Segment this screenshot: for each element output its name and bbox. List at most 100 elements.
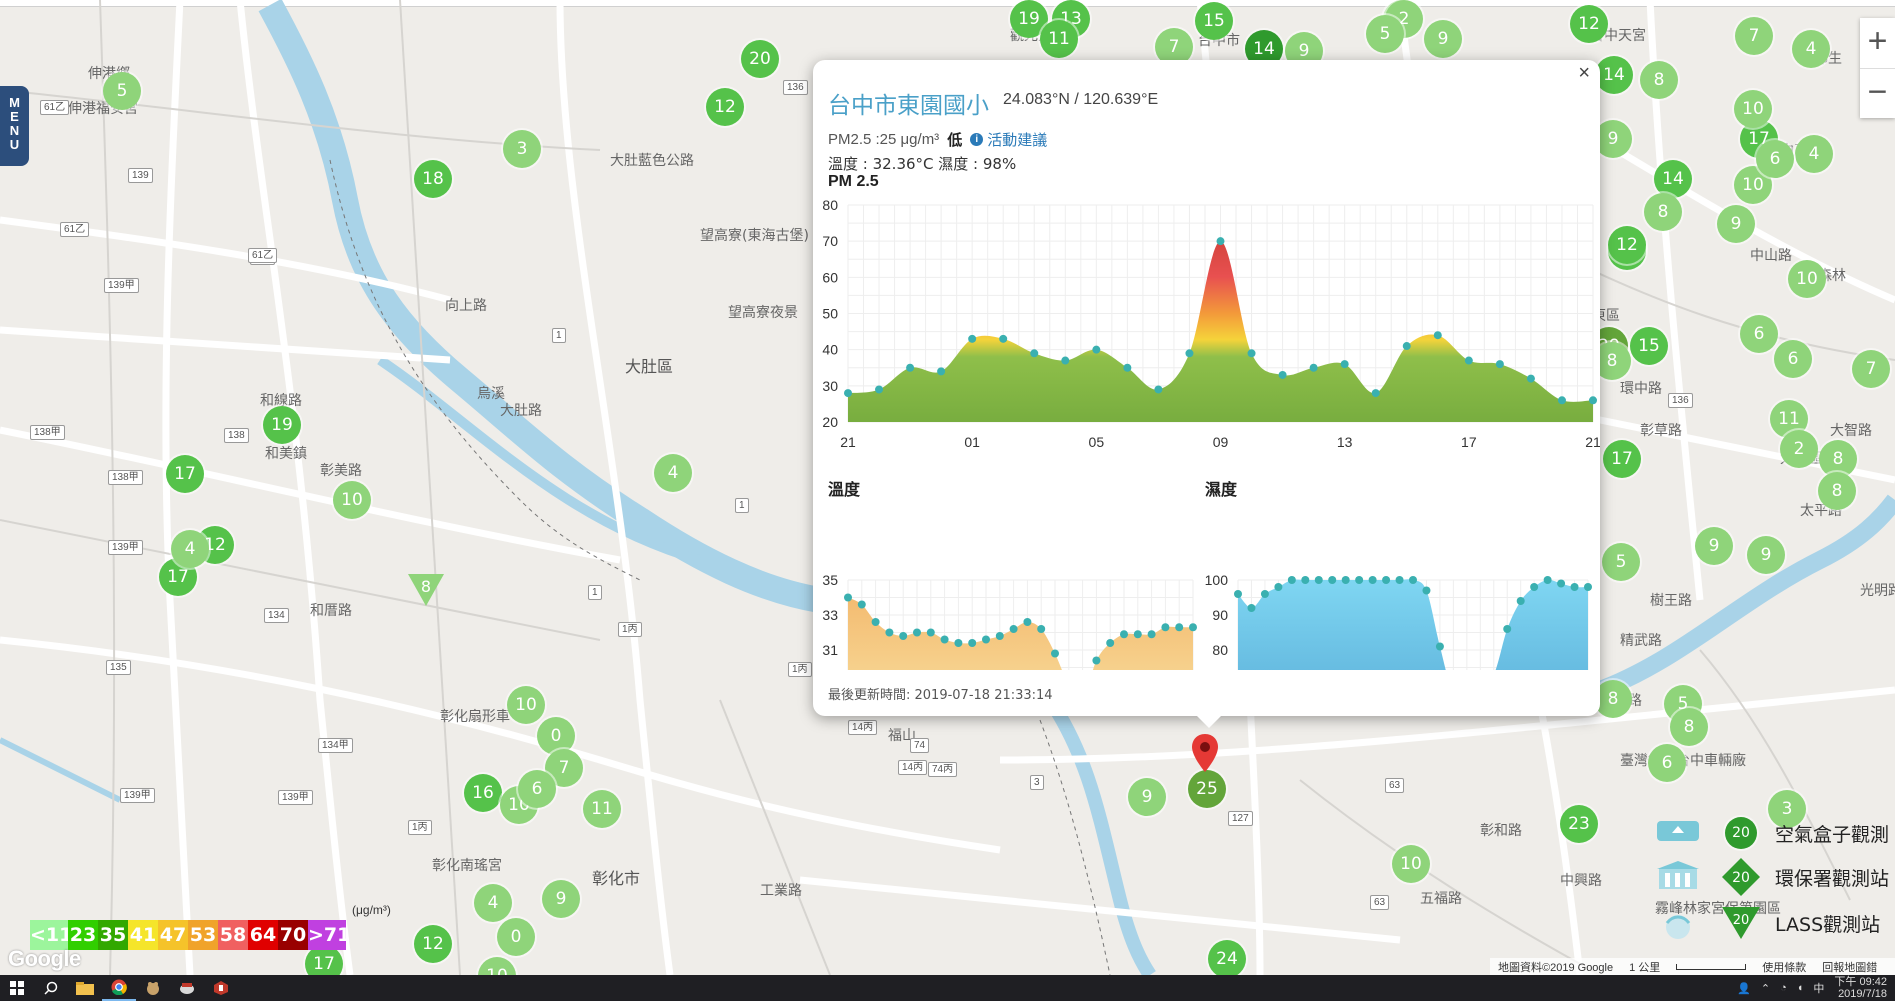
sensor-marker[interactable]: 6 <box>1756 140 1794 178</box>
sensor-marker[interactable]: 3 <box>503 130 541 168</box>
windows-start-icon[interactable] <box>0 975 34 1001</box>
chevron-up-icon[interactable]: ⌃ <box>1760 982 1771 995</box>
people-icon[interactable]: 👤 <box>1737 982 1751 995</box>
sensor-marker[interactable]: 9 <box>1747 536 1785 574</box>
sensor-marker[interactable]: 8 <box>1594 680 1632 718</box>
chrome-icon[interactable] <box>102 975 136 1001</box>
data-point <box>1395 576 1404 584</box>
sensor-marker[interactable]: 10 <box>1788 260 1826 298</box>
sensor-marker[interactable]: 23 <box>1560 805 1598 843</box>
selected-location-pin[interactable] <box>1190 732 1220 776</box>
lass-marker[interactable]: 8 <box>406 572 446 608</box>
data-point <box>1368 576 1377 584</box>
zoom-out-button[interactable]: − <box>1860 68 1895 118</box>
map-place-label: 福山 <box>888 728 916 744</box>
sensor-marker[interactable]: 12 <box>1608 226 1646 264</box>
sensor-marker[interactable]: 6 <box>1740 315 1778 353</box>
app-icon[interactable] <box>136 975 170 1001</box>
sensor-marker[interactable]: 12 <box>706 88 744 126</box>
network-icon[interactable]: ◔ <box>1780 982 1787 994</box>
sensor-marker[interactable]: 14 <box>1595 56 1633 94</box>
sensor-marker[interactable]: 9 <box>1695 527 1733 565</box>
sensor-marker[interactable]: 2 <box>1780 430 1818 468</box>
sensor-marker[interactable]: 4 <box>474 884 512 922</box>
sensor-marker[interactable]: 9 <box>1717 205 1755 243</box>
map-place-label: 彰草路 <box>1640 423 1682 439</box>
volume-icon[interactable]: ◖ <box>1796 982 1804 994</box>
sensor-marker[interactable]: 7 <box>1155 28 1193 66</box>
legend-swatch: 58 <box>218 920 248 950</box>
sensor-marker[interactable]: 19 <box>263 406 301 444</box>
ime-indicator[interactable]: 中 <box>1813 983 1825 995</box>
road-shield: 134甲 <box>318 738 353 753</box>
zoom-in-button[interactable]: + <box>1867 22 1888 60</box>
map-place-label: 彰化南瑤宮 <box>432 858 502 874</box>
sensor-marker[interactable]: 0 <box>497 918 535 956</box>
sensor-marker[interactable]: 17 <box>305 945 343 975</box>
sensor-marker[interactable]: 0 <box>537 717 575 755</box>
sensor-marker[interactable]: 11 <box>583 790 621 828</box>
sensor-marker[interactable]: 12 <box>1570 5 1608 43</box>
sensor-marker[interactable]: 10 <box>507 686 545 724</box>
temperature-chart-title: 溫度 <box>828 480 861 499</box>
sensor-marker[interactable]: 25 <box>1188 770 1226 808</box>
sensor-marker[interactable]: 6 <box>1774 340 1812 378</box>
sensor-marker[interactable]: 5 <box>103 72 141 110</box>
sensor-marker[interactable]: 15 <box>1630 327 1668 365</box>
sensor-marker[interactable]: 9 <box>1594 120 1632 158</box>
sensor-marker[interactable]: 6 <box>518 770 556 808</box>
map-canvas[interactable]: 伸港鄉 伸港福安宮 大肚藍色公路 望高寮(東海古堡) 望高寮夜景 大肚區 和美鎮 彰化扇形車彰… <box>0 0 1895 975</box>
sensor-marker[interactable]: 8 <box>1818 472 1856 510</box>
road-shield: 139甲 <box>104 278 139 293</box>
sensor-marker[interactable]: 10 <box>478 957 516 975</box>
map-place-label: 彰化市 <box>592 869 641 888</box>
sensor-marker[interactable]: 5 <box>1366 15 1404 53</box>
sensor-marker[interactable]: 24 <box>1208 940 1246 975</box>
app-icon[interactable] <box>170 975 204 1001</box>
x-tick-label: 09 <box>1213 434 1229 450</box>
sensor-marker[interactable]: 10 <box>333 481 371 519</box>
sensor-marker[interactable]: 4 <box>1795 135 1833 173</box>
pm25-chart: 20 30 40 50 60 70 80 21 01 05 09 13 17 21 <box>822 197 1600 450</box>
close-icon[interactable]: × <box>1578 62 1590 84</box>
activity-advice-link[interactable]: i 活動建議 <box>970 129 1047 150</box>
sensor-marker[interactable]: 8 <box>1644 193 1682 231</box>
pm25-level: 低 <box>947 131 963 149</box>
sensor-marker[interactable]: 4 <box>654 454 692 492</box>
sensor-marker[interactable]: 11 <box>1040 20 1078 58</box>
sensor-marker[interactable]: 6 <box>1648 744 1686 782</box>
sensor-marker[interactable]: 9 <box>1128 778 1166 816</box>
sensor-marker[interactable]: 3 <box>1768 790 1806 828</box>
sensor-marker[interactable]: 4 <box>1792 30 1830 68</box>
sensor-marker[interactable]: 5 <box>1602 543 1640 581</box>
sensor-marker[interactable]: 16 <box>464 774 502 812</box>
file-explorer-icon[interactable] <box>68 975 102 1001</box>
sensor-marker[interactable]: 18 <box>414 160 452 198</box>
sensor-marker[interactable]: 14 <box>1654 160 1692 198</box>
sensor-marker[interactable]: 4 <box>171 530 209 568</box>
app-icon[interactable] <box>204 975 238 1001</box>
sensor-marker[interactable]: 8 <box>1819 440 1857 478</box>
sensor-marker[interactable]: 8 <box>1640 61 1678 99</box>
sensor-marker[interactable]: 15 <box>1195 2 1233 40</box>
terms-link[interactable]: 使用條款 <box>1762 961 1807 974</box>
sensor-marker[interactable]: 17 <box>166 455 204 493</box>
map-place-label: 烏溪 <box>477 386 505 402</box>
sensor-marker[interactable]: 7 <box>1852 350 1890 388</box>
sensor-marker[interactable]: 17 <box>1603 440 1641 478</box>
map-place-label: 望高寮夜景 <box>728 305 798 321</box>
sensor-marker[interactable]: 10 <box>1392 845 1430 883</box>
clock[interactable]: 下午 09:42 2019/7/18 <box>1834 976 1887 1000</box>
data-point <box>1185 349 1194 358</box>
sensor-marker[interactable]: 9 <box>542 880 580 918</box>
sensor-marker[interactable]: 10 <box>1734 90 1772 128</box>
sensor-marker[interactable]: 9 <box>1424 20 1462 58</box>
sensor-marker[interactable]: 7 <box>1735 17 1773 55</box>
search-icon[interactable] <box>34 975 68 1001</box>
sensor-marker[interactable]: 19 <box>1010 0 1048 38</box>
report-error-link[interactable]: 回報地圖錯 <box>1822 961 1878 974</box>
sensor-marker[interactable]: 20 <box>741 40 779 78</box>
sensor-marker[interactable]: 12 <box>414 925 452 963</box>
sensor-marker[interactable]: 8 <box>1670 708 1708 746</box>
